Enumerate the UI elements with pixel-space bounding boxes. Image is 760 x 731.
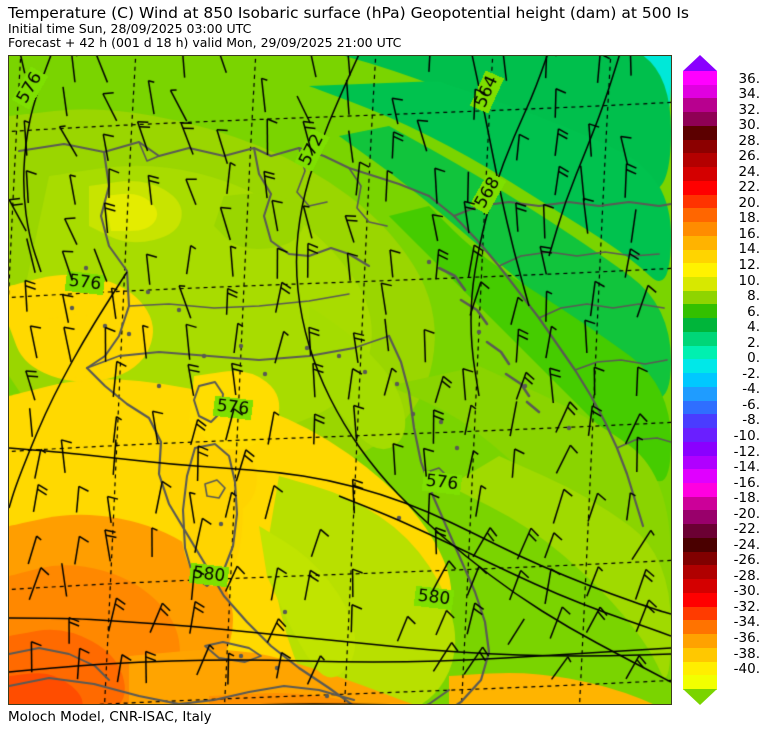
colorbar-tick-label: -14. (733, 459, 760, 476)
colorbar-band (683, 634, 717, 649)
model-credit: Moloch Model, CNR-ISAC, Italy (8, 709, 212, 725)
colorbar-tick-label: -6. (742, 396, 760, 413)
colorbar-band (683, 249, 717, 264)
colorbar-band (683, 386, 717, 402)
colorbar-band (683, 455, 717, 470)
initial-time-label: Initial time Sun, 28/09/2025 03:00 UTC (8, 21, 252, 36)
colorbar-band (683, 71, 717, 86)
colorbar-tick-label: 12. (738, 257, 760, 274)
colorbar-tick-label: 0. (747, 350, 760, 367)
colorbar-band (683, 524, 717, 539)
colorbar-tick-label: -24. (733, 536, 760, 553)
colorbar-tick-label: -26. (733, 552, 760, 569)
colorbar-band (683, 208, 717, 223)
colorbar-tick-label: 36. (738, 70, 760, 87)
colorbar-band (683, 428, 717, 443)
colorbar-tick-label: 20. (738, 194, 760, 211)
colorbar-band (683, 565, 717, 580)
colorbar-tick-label: -8. (742, 412, 760, 429)
colorbar-band (683, 469, 717, 484)
colorbar-tick-label: 28. (738, 132, 760, 149)
colorbar-band (683, 153, 717, 168)
colorbar-tick-label: 26. (738, 148, 760, 165)
weather-map[interactable] (8, 55, 672, 705)
colorbar-band (683, 620, 717, 635)
colorbar-tick-label: -30. (733, 583, 760, 600)
colorbar-band (683, 290, 717, 306)
colorbar-band (683, 537, 717, 553)
page-title: Temperature (C) Wind at 850 Isobaric sur… (8, 4, 690, 22)
colorbar-tick-label: 10. (738, 272, 760, 289)
colorbar-tick-label: 4. (747, 319, 760, 336)
colorbar-tick-label: 32. (738, 101, 760, 118)
colorbar-tick-label: -10. (733, 427, 760, 444)
colorbar-band (683, 400, 717, 415)
colorbar-tick-label: -40. (733, 661, 760, 678)
colorbar-band (683, 235, 717, 251)
colorbar-top-arrow (683, 55, 717, 71)
colorbar-band (683, 551, 717, 566)
colorbar-tick-label: 14. (738, 241, 760, 258)
colorbar-band (683, 125, 717, 141)
colorbar-band (683, 661, 717, 676)
colorbar-tick-label: 2. (747, 334, 760, 351)
colorbar-tick-label: -34. (733, 614, 760, 631)
colorbar-band (683, 345, 717, 360)
colorbar-band (683, 647, 717, 663)
colorbar-tick-label: 18. (738, 210, 760, 227)
colorbar-band (683, 414, 717, 429)
colorbar-band (683, 675, 717, 690)
colorbar-tick-label: 16. (738, 225, 760, 242)
colorbar-tick-label: -36. (733, 630, 760, 646)
colorbar-tick-label: 24. (738, 163, 760, 180)
temperature-field-canvas (9, 56, 671, 704)
colorbar-tick-label: -22. (733, 521, 760, 538)
colorbar-band (683, 112, 717, 127)
colorbar-band (683, 579, 717, 594)
colorbar (683, 55, 717, 705)
forecast-valid-label: Forecast + 42 h (001 d 18 h) valid Mon, … (8, 35, 402, 50)
colorbar-band (683, 496, 717, 512)
colorbar-tick-label: 6. (747, 303, 760, 320)
colorbar-band (683, 510, 717, 525)
colorbar-band (683, 84, 717, 100)
colorbar-band (683, 606, 717, 621)
colorbar-labels: 36. 34. 32. 30. 28. 26. 24. 22. 20. 18. 16. 14. 12. 1… (722, 55, 760, 705)
colorbar-bottom-arrow (683, 689, 717, 705)
colorbar-tick-label: -32. (733, 598, 760, 615)
colorbar-band (683, 304, 717, 319)
colorbar-band (683, 139, 717, 154)
colorbar-tick-label: -20. (733, 505, 760, 522)
colorbar-tick-label: 30. (738, 117, 760, 134)
colorbar-tick-label: -18. (733, 490, 760, 507)
colorbar-band (683, 277, 717, 292)
colorbar-band (683, 263, 717, 278)
colorbar-tick-label: 8. (747, 288, 760, 305)
colorbar-band (683, 222, 717, 237)
colorbar-tick-label: -16. (733, 474, 760, 491)
colorbar-band (683, 318, 717, 333)
colorbar-tick-label: -28. (733, 567, 760, 584)
colorbar-band (683, 373, 717, 388)
colorbar-band (683, 194, 717, 209)
colorbar-tick-label: -12. (733, 443, 760, 460)
colorbar-band (683, 98, 717, 113)
colorbar-band (683, 359, 717, 374)
colorbar-tick-label: 22. (738, 179, 760, 196)
colorbar-band (683, 592, 717, 608)
colorbar-band (683, 483, 717, 498)
colorbar-tick-label: -2. (742, 365, 760, 382)
colorbar-band (683, 331, 717, 347)
colorbar-tick-label: -38. (733, 645, 760, 662)
colorbar-band (683, 180, 717, 196)
colorbar-tick-label: 34. (738, 86, 760, 103)
colorbar-band (683, 167, 717, 182)
header-block: Temperature (C) Wind at 850 Isobaric sur… (8, 4, 760, 50)
colorbar-tick-label: -4. (742, 381, 760, 398)
colorbar-band (683, 441, 717, 457)
